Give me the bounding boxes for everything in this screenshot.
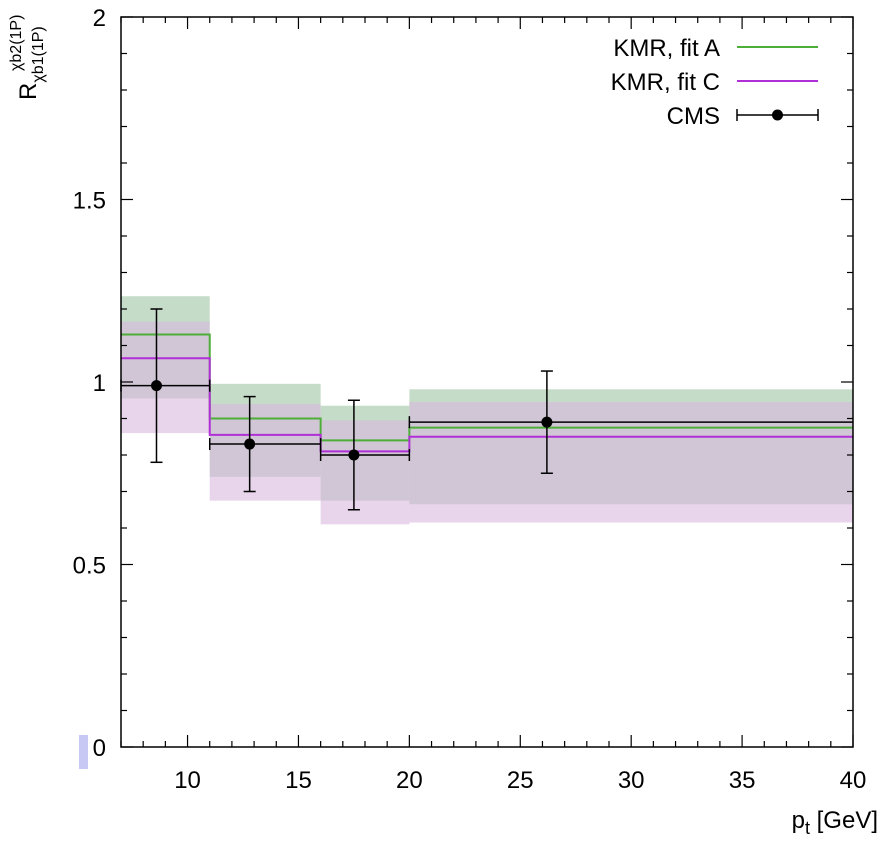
cms-marker-2 (348, 449, 360, 461)
marker-artifact (79, 735, 88, 769)
step-line-fit-a (121, 333, 853, 442)
band-fit-c-bin-1 (209, 403, 321, 501)
legend-marker-cms (772, 109, 783, 121)
x-tick-label-30: 30 (618, 767, 645, 794)
x-tick-label-25: 25 (507, 767, 534, 794)
cms-point-3 (408, 370, 853, 474)
band-fit-c-bin-0 (121, 321, 210, 434)
y-axis-label-superscript: χb2(1P) (8, 15, 25, 71)
data-points (120, 308, 853, 511)
y-tick-label-1: 0.5 (73, 553, 106, 580)
x-tick-label-15: 15 (285, 767, 312, 794)
x-tick-label-10: 10 (174, 767, 201, 794)
x-tick-label-20: 20 (396, 767, 423, 794)
tick-labels: 10 15 20 25 30 35 40 0 0.5 1 1.5 2 (73, 5, 867, 794)
cms-point-0 (120, 308, 211, 464)
band-fit-c-bin-3 (409, 402, 853, 523)
legend-label-fit-a: KMR, fit A (613, 35, 720, 62)
plot-frame (120, 16, 854, 748)
band-fit-c-bin-2 (320, 420, 410, 525)
legend-label-cms: CMS (667, 103, 720, 130)
cms-point-1 (208, 395, 322, 493)
y-tick-label-0: 0 (93, 735, 106, 762)
y-axis-label: Rχb1(1P) (15, 26, 47, 100)
legend-label-fit-c: KMR, fit C (611, 69, 720, 96)
y-tick-label-3: 1.5 (73, 188, 106, 215)
x-tick-label-35: 35 (729, 767, 756, 794)
cms-marker-1 (244, 438, 256, 450)
cms-marker-3 (541, 416, 553, 428)
y-tick-label-4: 2 (93, 5, 106, 32)
uncertainty-bands (121, 296, 853, 525)
legend: KMR, fit A KMR, fit C CMS (611, 35, 819, 130)
cms-point-2 (319, 399, 411, 511)
x-axis-label: pt [GeV] (792, 807, 878, 838)
axis-ticks (120, 16, 854, 748)
cms-marker-0 (150, 380, 162, 392)
x-tick-label-40: 40 (840, 767, 867, 794)
y-tick-label-2: 1 (93, 370, 106, 397)
